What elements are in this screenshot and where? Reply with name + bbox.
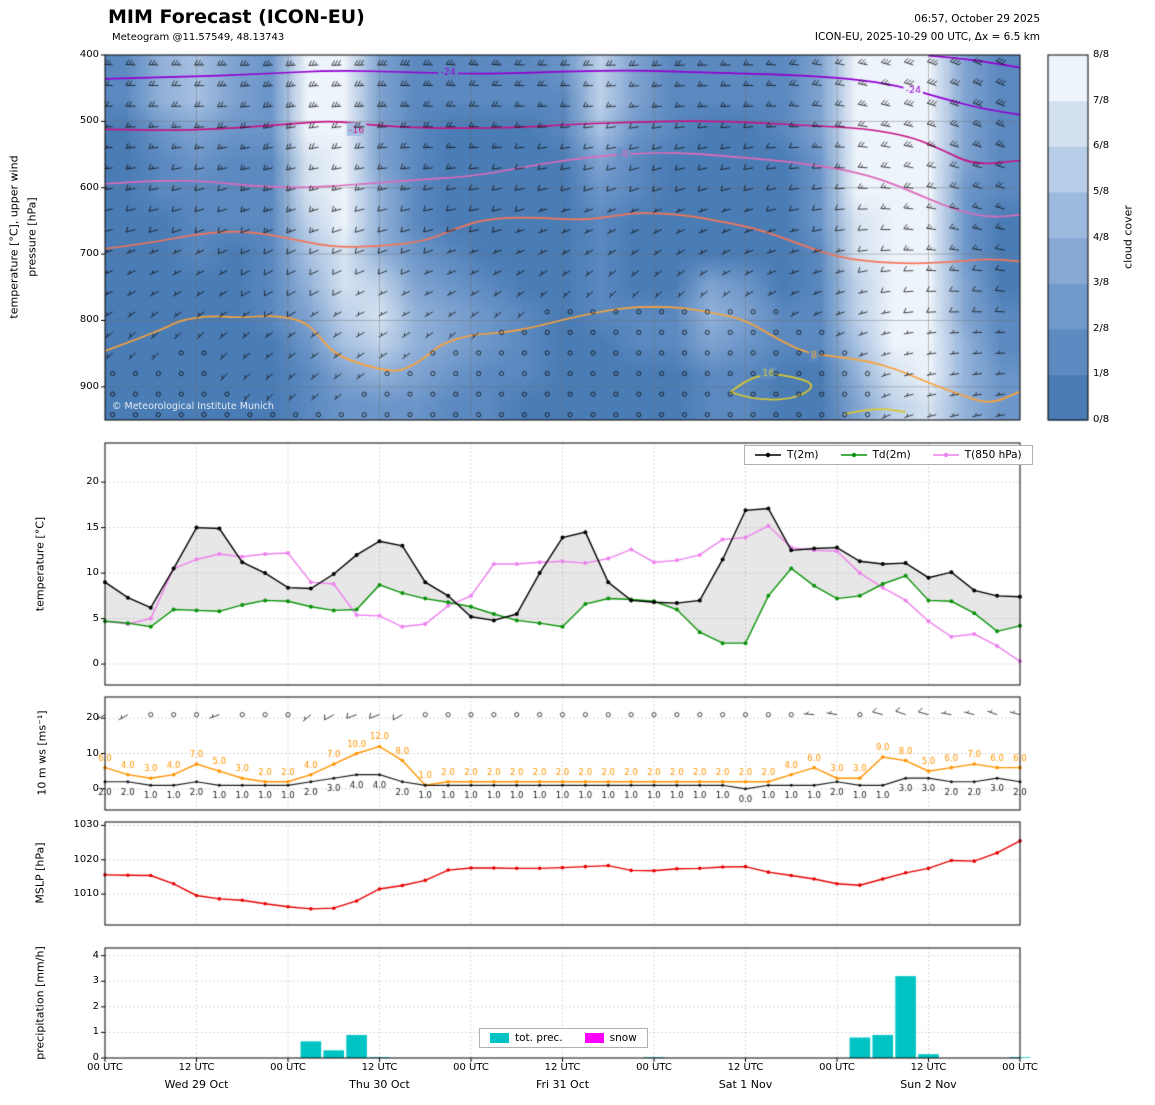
day-label: Sat 1 Nov: [718, 1078, 773, 1091]
axis-label-mslp: MSLP [hPa]: [33, 842, 47, 904]
legend-item: snow: [584, 1032, 637, 1044]
axis-label-wind-speed: 10 m ws [ms⁻¹]: [35, 710, 49, 796]
precip-tick-label: 0: [92, 1052, 99, 1063]
mslp-tick-label: 1030: [73, 819, 99, 831]
model-info: ICON-EU, 2025-10-29 00 UTC, Δx = 6.5 km: [814, 31, 1040, 43]
x-tick-label: 00 UTC: [87, 1062, 123, 1073]
legend-label: tot. prec.: [515, 1032, 563, 1044]
watermark: © Meteorological Institute Munich: [112, 401, 274, 412]
legend-item: T(2m): [755, 449, 819, 461]
legend-label: T(2m): [787, 449, 819, 461]
pressure-tick-label: 600: [79, 181, 99, 193]
colorbar-tick-label: 7/8: [1093, 94, 1110, 106]
colorbar-tick-label: 3/8: [1093, 277, 1110, 289]
x-tick-label: 12 UTC: [178, 1062, 215, 1073]
x-tick-label: 00 UTC: [819, 1062, 855, 1073]
colorbar-title: cloud cover: [1121, 205, 1135, 269]
issued-timestamp: 06:57, October 29 2025: [914, 13, 1040, 25]
axis-label-precipitation: precipitation [mm/h]: [33, 946, 47, 1060]
colorbar-tick-label: 2/8: [1093, 322, 1110, 334]
x-tick-label: 00 UTC: [270, 1062, 306, 1073]
pressure-tick-label: 800: [79, 314, 99, 326]
colorbar-tick-label: 6/8: [1093, 140, 1110, 152]
x-tick-label: 00 UTC: [453, 1062, 489, 1073]
temperature-tick-label: 0: [92, 658, 99, 670]
legend-label: T(850 hPa): [964, 449, 1022, 461]
pressure-tick-label: 500: [79, 115, 99, 127]
x-tick-label: 12 UTC: [910, 1062, 947, 1073]
legend-line-marker-icon: [932, 452, 959, 458]
precip-tick-label: 1: [92, 1026, 99, 1038]
day-label: Wed 29 Oct: [164, 1078, 229, 1091]
legend-color-patch: [584, 1033, 604, 1043]
x-tick-label: 12 UTC: [727, 1062, 764, 1073]
temperature-tick-label: 20: [86, 476, 99, 488]
legend-color-patch: [490, 1033, 509, 1043]
legend-line-marker-icon: [755, 452, 781, 458]
precip-tick-label: 4: [92, 949, 99, 961]
legend-item: Td(2m): [840, 449, 911, 461]
temperature-tick-label: 5: [92, 612, 99, 624]
pressure-tick-label: 400: [79, 49, 99, 60]
temperature-legend: T(2m) Td(2m) T(850 hPa): [744, 445, 1033, 465]
axis-label-pressure: pressure [hPa]: [25, 197, 39, 277]
temperature-tick-label: 15: [86, 521, 99, 533]
precip-tick-label: 2: [92, 1000, 99, 1012]
legend-label: Td(2m): [872, 449, 911, 461]
page-title: MIM Forecast (ICON-EU): [108, 6, 365, 28]
colorbar-tick-label: 8/8: [1093, 49, 1110, 60]
legend-label: snow: [609, 1032, 637, 1044]
colorbar-tick-label: 0/8: [1093, 414, 1110, 425]
pressure-tick-label: 700: [79, 248, 99, 260]
precip-tick-label: 3: [92, 975, 99, 987]
wind-tick-label: 20: [86, 712, 99, 724]
colorbar-tick-label: 5/8: [1093, 185, 1110, 197]
axis-label-temperature: temperature [°C]: [33, 516, 47, 612]
day-label: Fri 31 Oct: [535, 1078, 590, 1091]
x-tick-label: 00 UTC: [1002, 1062, 1038, 1073]
x-tick-label: 12 UTC: [544, 1062, 581, 1073]
colorbar-tick-label: 4/8: [1093, 231, 1110, 243]
pressure-tick-label: 900: [79, 380, 99, 392]
legend-line-marker-icon: [840, 452, 867, 458]
mslp-tick-label: 1010: [73, 888, 99, 900]
legend-item: tot. prec.: [490, 1032, 563, 1044]
wind-tick-label: 0: [92, 782, 99, 794]
x-tick-label: 12 UTC: [361, 1062, 398, 1073]
legend-item: T(850 hPa): [932, 449, 1022, 461]
axis-label-temp-upper-wind: temperature [°C], upper wind: [7, 155, 21, 319]
day-label: Thu 30 Oct: [349, 1078, 410, 1091]
temperature-tick-label: 10: [86, 567, 99, 579]
precipitation-legend: tot. prec. snow: [479, 1028, 648, 1048]
colorbar-tick-label: 1/8: [1093, 368, 1110, 380]
wind-tick-label: 10: [86, 747, 99, 759]
x-tick-label: 00 UTC: [636, 1062, 672, 1073]
subtitle-coordinates: Meteogram @11.57549, 48.13743: [112, 32, 285, 43]
mslp-tick-label: 1020: [73, 853, 99, 865]
day-label: Sun 2 Nov: [900, 1078, 957, 1091]
